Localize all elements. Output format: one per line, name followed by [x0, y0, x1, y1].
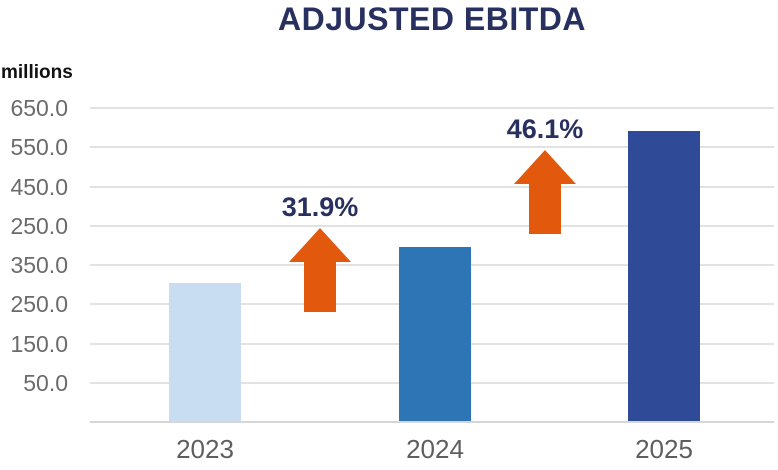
x-axis-line: [90, 421, 774, 423]
gridline: [90, 107, 774, 109]
gridline: [90, 185, 774, 188]
y-tick-label: 150.0: [10, 330, 68, 357]
y-tick-label: 650.0: [10, 95, 68, 121]
y-tick-label: 450.0: [10, 173, 68, 200]
y-tick-label: 550.0: [10, 134, 68, 161]
gridline: [90, 146, 774, 149]
growth-percentage-label: 31.9%: [281, 192, 359, 222]
y-tick-label: 350.0: [10, 252, 68, 278]
bar-2024: [399, 247, 471, 421]
arrow-stem: [529, 184, 561, 234]
gridline: [90, 224, 774, 227]
x-axis-label-2025: 2025: [635, 434, 693, 464]
x-axis-label-2023: 2023: [176, 434, 234, 464]
growth-percentage-label: 46.1%: [506, 114, 584, 144]
y-tick-label: 250.0: [10, 291, 68, 318]
x-axis-label-2024: 2024: [406, 434, 464, 464]
chart-title: ADJUSTED EBITDA: [278, 1, 586, 37]
y-tick-label: 250.0: [10, 212, 68, 239]
y-tick-label: 50.0: [23, 369, 68, 396]
bar-2025: [628, 131, 700, 421]
bar-2023: [169, 283, 241, 421]
y-axis-units-label: millions: [1, 62, 73, 83]
arrow-head: [289, 228, 351, 262]
growth-up-arrow-icon: [289, 228, 351, 312]
arrow-stem: [304, 262, 336, 312]
arrow-head: [514, 150, 576, 184]
growth-up-arrow-icon: [514, 150, 576, 234]
